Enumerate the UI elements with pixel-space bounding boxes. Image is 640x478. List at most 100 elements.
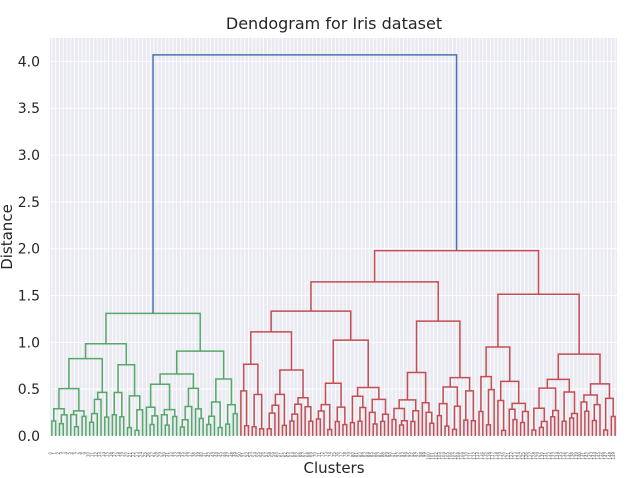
leaf-label: 54 — [252, 452, 257, 458]
y-tick-label: 2.0 — [18, 242, 40, 258]
dendrogram-link — [119, 416, 125, 436]
leaf-label: 139 — [573, 452, 578, 460]
dendrogram-link — [332, 339, 369, 388]
leaf-label: 58 — [267, 452, 272, 458]
leaf-label: 129 — [536, 452, 541, 460]
dendrogram-link — [181, 418, 189, 436]
dendrogram-link — [308, 420, 314, 436]
leaf-label: 96 — [411, 452, 416, 458]
leaf-label: 108 — [456, 452, 461, 460]
dendrogram-link — [521, 410, 529, 436]
dendrogram-link — [485, 424, 492, 436]
leaf-label: 28 — [154, 452, 159, 458]
dendrogram-link — [291, 413, 299, 436]
leaf-label: 36 — [184, 452, 189, 458]
leaf-label: 146 — [600, 452, 605, 460]
dendrogram-link — [470, 419, 476, 436]
leaf-label: 99 — [422, 452, 427, 458]
leaf-label: 85 — [369, 452, 374, 458]
dendrogram-link — [81, 415, 87, 436]
leaf-label: 1 — [52, 452, 57, 455]
leaf-label: 44 — [214, 452, 219, 458]
leaf-label: 29 — [158, 452, 163, 458]
y-tick-label: 1.5 — [18, 289, 40, 305]
y-tick-label: 2.5 — [18, 195, 40, 211]
leaf-label: 106 — [449, 452, 454, 460]
leaf-label: 62 — [282, 452, 287, 458]
leaf-label: 125 — [520, 452, 525, 460]
leaf-label: 41 — [203, 452, 208, 458]
leaf-label: 122 — [509, 452, 514, 460]
leaf-label: 26 — [146, 452, 151, 458]
leaf-label: 50 — [237, 452, 242, 458]
y-tick-label: 3.5 — [18, 101, 40, 117]
dendrogram-link — [327, 428, 333, 436]
leaf-label: 51 — [241, 452, 246, 458]
leaf-label: 66 — [297, 452, 302, 458]
dendrogram-link — [569, 417, 575, 436]
leaf-label: 10 — [86, 452, 91, 458]
leaf-label: 20 — [123, 452, 128, 458]
leaf-label: 5 — [67, 452, 72, 455]
leaf-label: 48 — [229, 452, 234, 458]
dendrogram-link — [134, 429, 140, 436]
y-axis-label: Distance — [0, 204, 16, 270]
leaf-label: 18 — [116, 452, 121, 458]
leaf-label: 33 — [173, 452, 178, 458]
dendrogram-link — [320, 403, 331, 430]
dendrogram-link — [152, 54, 458, 314]
leaf-label: 104 — [441, 452, 446, 460]
leaf-label: 94 — [403, 452, 408, 458]
leaf-label: 138 — [570, 452, 575, 460]
leaf-label: 39 — [195, 452, 200, 458]
leaf-label: 79 — [347, 452, 352, 458]
dendrogram-link — [406, 371, 427, 403]
dendrogram-link — [210, 401, 221, 428]
leaf-label: 118 — [494, 452, 499, 460]
leaf-label: 24 — [139, 452, 144, 458]
dendrogram-link — [304, 406, 312, 436]
y-tick-label: 0.5 — [18, 382, 40, 398]
dendrogram-link — [371, 398, 387, 415]
leaf-label: 64 — [290, 452, 295, 458]
leaf-label: 86 — [373, 452, 378, 458]
leaf-label: 133 — [551, 452, 556, 460]
dendrogram-link — [591, 419, 597, 436]
dendrogram-link — [533, 407, 545, 431]
y-tick-label: 3.0 — [18, 148, 40, 164]
leaf-label: 112 — [471, 452, 476, 460]
leaf-label: 49 — [233, 452, 238, 458]
leaf-label: 74 — [328, 452, 333, 458]
dendrogram-link — [336, 406, 346, 425]
dendrogram-link — [342, 423, 348, 436]
dendrogram-link — [72, 410, 85, 417]
leaf-label: 38 — [192, 452, 197, 458]
leaf-label: 42 — [207, 452, 212, 458]
leaf-label: 19 — [120, 452, 125, 458]
dendrogram-link — [111, 413, 117, 436]
leaf-label: 143 — [588, 452, 593, 460]
dendrogram-link — [217, 426, 223, 436]
dendrogram-link — [351, 395, 364, 423]
leaf-label: 21 — [127, 452, 132, 458]
leaf-label: 63 — [286, 452, 291, 458]
dendrogram-link — [250, 331, 293, 371]
leaf-label: 35 — [180, 452, 185, 458]
y-tick-label: 0.0 — [18, 429, 40, 445]
dendrogram-link — [253, 393, 263, 429]
dendrogram-link — [243, 424, 250, 436]
leaf-label: 141 — [581, 452, 586, 460]
leaf-label: 119 — [498, 452, 503, 460]
leaf-label: 60 — [275, 452, 280, 458]
leaf-label: 37 — [188, 452, 193, 458]
dendrogram-link — [570, 412, 579, 436]
leaf-label: 75 — [331, 452, 336, 458]
dendrogram-link — [398, 424, 405, 436]
dendrogram-links — [51, 54, 616, 436]
chart-title: Dendogram for Iris dataset — [226, 14, 442, 33]
dendrogram-link — [373, 249, 540, 295]
leaf-label: 136 — [562, 452, 567, 460]
leaf-label: 3 — [59, 452, 64, 455]
dendrogram-link — [589, 383, 611, 399]
